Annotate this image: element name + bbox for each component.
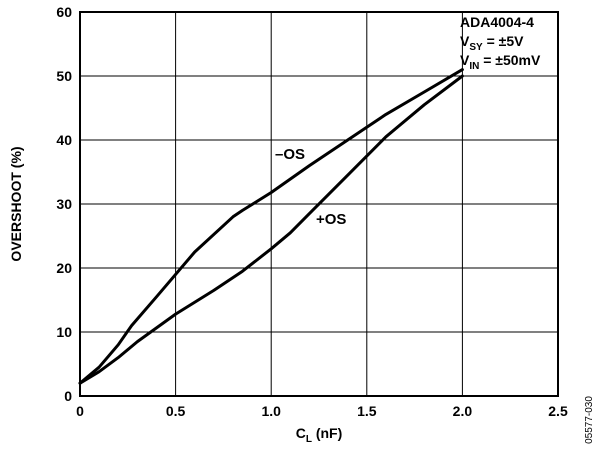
x-tick-label: 0.5 [166, 403, 186, 419]
x-tick-label: 1.5 [357, 403, 377, 419]
annotation-vin: VIN = ±50mV [460, 52, 541, 72]
y-tick-label: 20 [56, 260, 72, 276]
grid-lines [80, 12, 558, 396]
y-tick-label: 50 [56, 68, 72, 84]
series-label-plus-os: +OS [316, 211, 346, 228]
x-tick-labels: 0 0.5 1.0 1.5 2.0 2.5 [76, 403, 568, 419]
condition-annotation: ADA4004-4 VSY = ±5V VIN = ±50mV [460, 14, 541, 72]
annotation-device: ADA4004-4 [460, 14, 534, 30]
y-tick-label: 40 [56, 132, 72, 148]
x-tick-label: 1.0 [261, 403, 281, 419]
x-tick-label: 2.0 [453, 403, 473, 419]
annotation-vsy: VSY = ±5V [460, 33, 524, 53]
y-tick-label: 0 [64, 388, 72, 404]
y-tick-labels: 0 10 20 30 40 50 60 [56, 4, 72, 404]
figure-id: 05577-030 [584, 396, 595, 444]
x-tick-label: 0 [76, 403, 84, 419]
series-group [78, 68, 464, 385]
plot-frame [79, 11, 559, 397]
y-tick-label: 10 [56, 324, 72, 340]
series-line-minus-os [78, 68, 464, 385]
x-axis-label: CL (nF) [296, 425, 343, 445]
y-tick-label: 60 [56, 4, 72, 20]
y-axis-label: OVERSHOOT (%) [8, 146, 24, 261]
series-label-minus-os: –OS [275, 146, 305, 163]
y-tick-label: 30 [56, 196, 72, 212]
x-tick-label: 2.5 [548, 403, 568, 419]
series-line-plus-os [78, 74, 464, 385]
